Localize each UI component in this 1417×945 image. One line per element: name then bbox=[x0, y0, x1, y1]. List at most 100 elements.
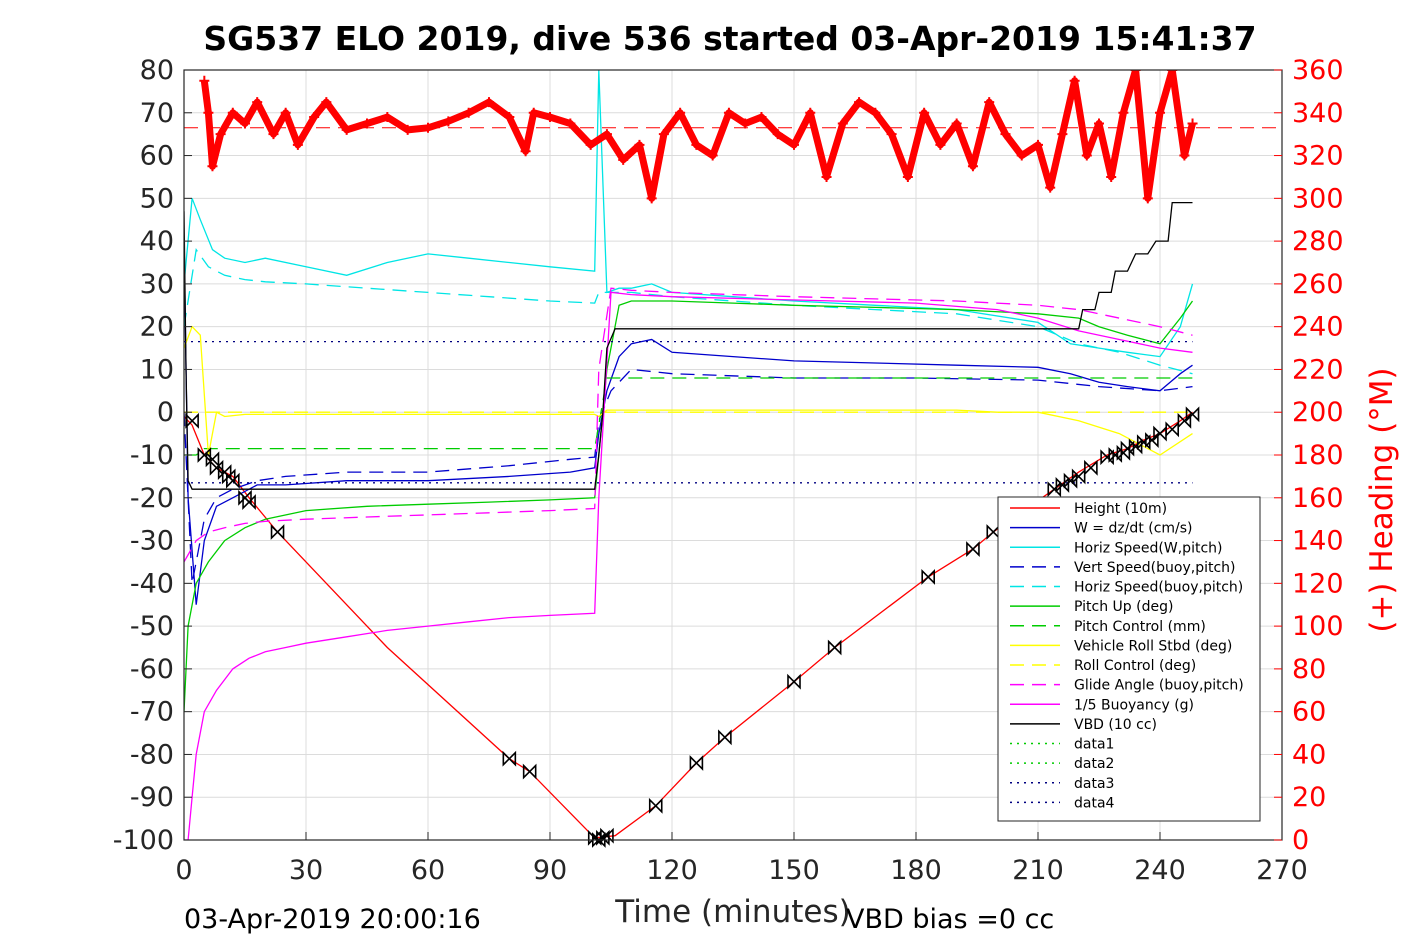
heading-point bbox=[1033, 139, 1043, 150]
heading-point bbox=[423, 122, 433, 133]
y-tick-label: 70 bbox=[140, 98, 174, 129]
heading-point bbox=[1142, 193, 1153, 204]
y-right-tick-label: 0 bbox=[1292, 825, 1309, 856]
heading-point bbox=[341, 124, 352, 135]
heading-point bbox=[646, 193, 657, 204]
y-right-tick-label: 80 bbox=[1292, 654, 1326, 685]
y-right-tick-label: 20 bbox=[1292, 782, 1326, 813]
y-right-tick-label: 140 bbox=[1292, 526, 1344, 557]
y-right-tick-label: 100 bbox=[1292, 611, 1344, 642]
heading-point bbox=[1167, 70, 1178, 75]
height-marker bbox=[502, 750, 517, 767]
legend-entry: Vehicle Roll Stbd (deg) bbox=[1074, 638, 1232, 654]
y-right-tick-label: 320 bbox=[1292, 141, 1344, 172]
height-marker bbox=[966, 541, 980, 558]
heading-point bbox=[634, 139, 645, 150]
y-right-tick-label: 280 bbox=[1292, 226, 1344, 257]
heading-point bbox=[902, 171, 913, 182]
heading-point bbox=[1187, 118, 1198, 129]
y-tick-label: -100 bbox=[113, 825, 174, 856]
heading-point bbox=[585, 139, 596, 150]
x-tick-label: 210 bbox=[1012, 855, 1064, 886]
x-tick-label: 90 bbox=[533, 855, 567, 886]
height-marker bbox=[718, 729, 732, 746]
series-line-2 bbox=[184, 70, 1194, 358]
heading-point bbox=[1045, 182, 1056, 193]
y-axis-left: 80 70 60 50 40 30 20 10 0 -10 -20 -30 -40 -50 -60 -70 -8… bbox=[113, 55, 192, 856]
heading-point bbox=[1106, 171, 1117, 182]
height-marker bbox=[600, 827, 614, 844]
heading-point bbox=[443, 116, 454, 127]
heading-point bbox=[528, 107, 539, 118]
legend-entry: data2 bbox=[1074, 756, 1114, 772]
heading-point bbox=[268, 129, 279, 140]
x-tick-label: 180 bbox=[890, 855, 942, 886]
heading-point bbox=[207, 161, 218, 172]
heading-point bbox=[402, 124, 413, 135]
heading-point bbox=[565, 118, 576, 129]
y-tick-label: -50 bbox=[130, 611, 174, 642]
heading-point bbox=[1081, 150, 1092, 161]
heading-point bbox=[618, 154, 629, 165]
series-line-10 bbox=[184, 291, 1193, 840]
series-line-6 bbox=[184, 377, 1193, 456]
y-tick-label: -20 bbox=[130, 483, 174, 514]
heading-point bbox=[951, 118, 962, 129]
series-layer bbox=[184, 70, 1194, 840]
heading-point bbox=[215, 129, 226, 140]
y-right-tick-label: 260 bbox=[1292, 269, 1344, 300]
legend-entry: data4 bbox=[1074, 795, 1115, 811]
height-marker bbox=[522, 763, 537, 780]
y-right-tick-label: 120 bbox=[1292, 568, 1344, 599]
y-right-tick-label: 240 bbox=[1292, 312, 1344, 343]
heading-point bbox=[545, 112, 555, 123]
height-marker bbox=[1185, 406, 1200, 423]
height-marker bbox=[648, 797, 663, 814]
y-right-tick-label: 360 bbox=[1292, 55, 1344, 86]
y-right-tick-label: 200 bbox=[1292, 397, 1344, 428]
height-marker bbox=[689, 755, 704, 771]
heading-point bbox=[805, 107, 816, 118]
height-marker bbox=[787, 673, 801, 690]
legend-entry: 1/5 Buoyancy (g) bbox=[1074, 697, 1194, 713]
heading-point bbox=[707, 150, 718, 161]
heading-point bbox=[362, 118, 372, 129]
height-marker bbox=[185, 412, 199, 429]
heading-point bbox=[321, 97, 332, 108]
heading-series bbox=[184, 70, 1282, 204]
x-tick-label: 0 bbox=[175, 855, 192, 886]
heading-point bbox=[984, 97, 995, 108]
height-marker bbox=[1145, 432, 1159, 448]
x-tick-label: 270 bbox=[1256, 855, 1308, 886]
y-tick-label: -90 bbox=[130, 782, 174, 813]
y-tick-label: 10 bbox=[140, 354, 174, 385]
heading-point bbox=[227, 107, 238, 118]
heading-point bbox=[199, 75, 210, 86]
heading-point bbox=[789, 139, 799, 150]
y-tick-label: 50 bbox=[140, 183, 174, 214]
heading-point bbox=[252, 97, 263, 108]
height-marker bbox=[1084, 459, 1098, 476]
heading-point bbox=[240, 118, 250, 129]
y-right-tick-label: 60 bbox=[1292, 697, 1326, 728]
heading-point bbox=[886, 129, 897, 140]
heading-point bbox=[504, 112, 515, 123]
heading-point bbox=[280, 107, 291, 118]
heading-point bbox=[919, 107, 930, 118]
legend-entry: Pitch Up (deg) bbox=[1074, 599, 1173, 615]
heading-point bbox=[382, 112, 393, 123]
chart-title: SG537 ELO 2019, dive 536 started 03-Apr-… bbox=[203, 19, 1256, 58]
x-tick-label: 150 bbox=[768, 855, 820, 886]
legend-entry: data3 bbox=[1074, 776, 1114, 792]
series-line-9 bbox=[184, 287, 1193, 563]
heading-point bbox=[1057, 129, 1068, 140]
heading-point bbox=[675, 107, 686, 118]
legend-entry: Roll Control (deg) bbox=[1074, 658, 1196, 674]
y-right-tick-label: 160 bbox=[1292, 483, 1344, 514]
footer-timestamp: 03-Apr-2019 20:00:16 bbox=[184, 904, 481, 935]
y-tick-label: -70 bbox=[130, 697, 174, 728]
heading-point bbox=[837, 118, 848, 129]
x-tick-label: 240 bbox=[1134, 855, 1186, 886]
height-marker bbox=[827, 639, 842, 656]
y-tick-label: -40 bbox=[130, 568, 174, 599]
